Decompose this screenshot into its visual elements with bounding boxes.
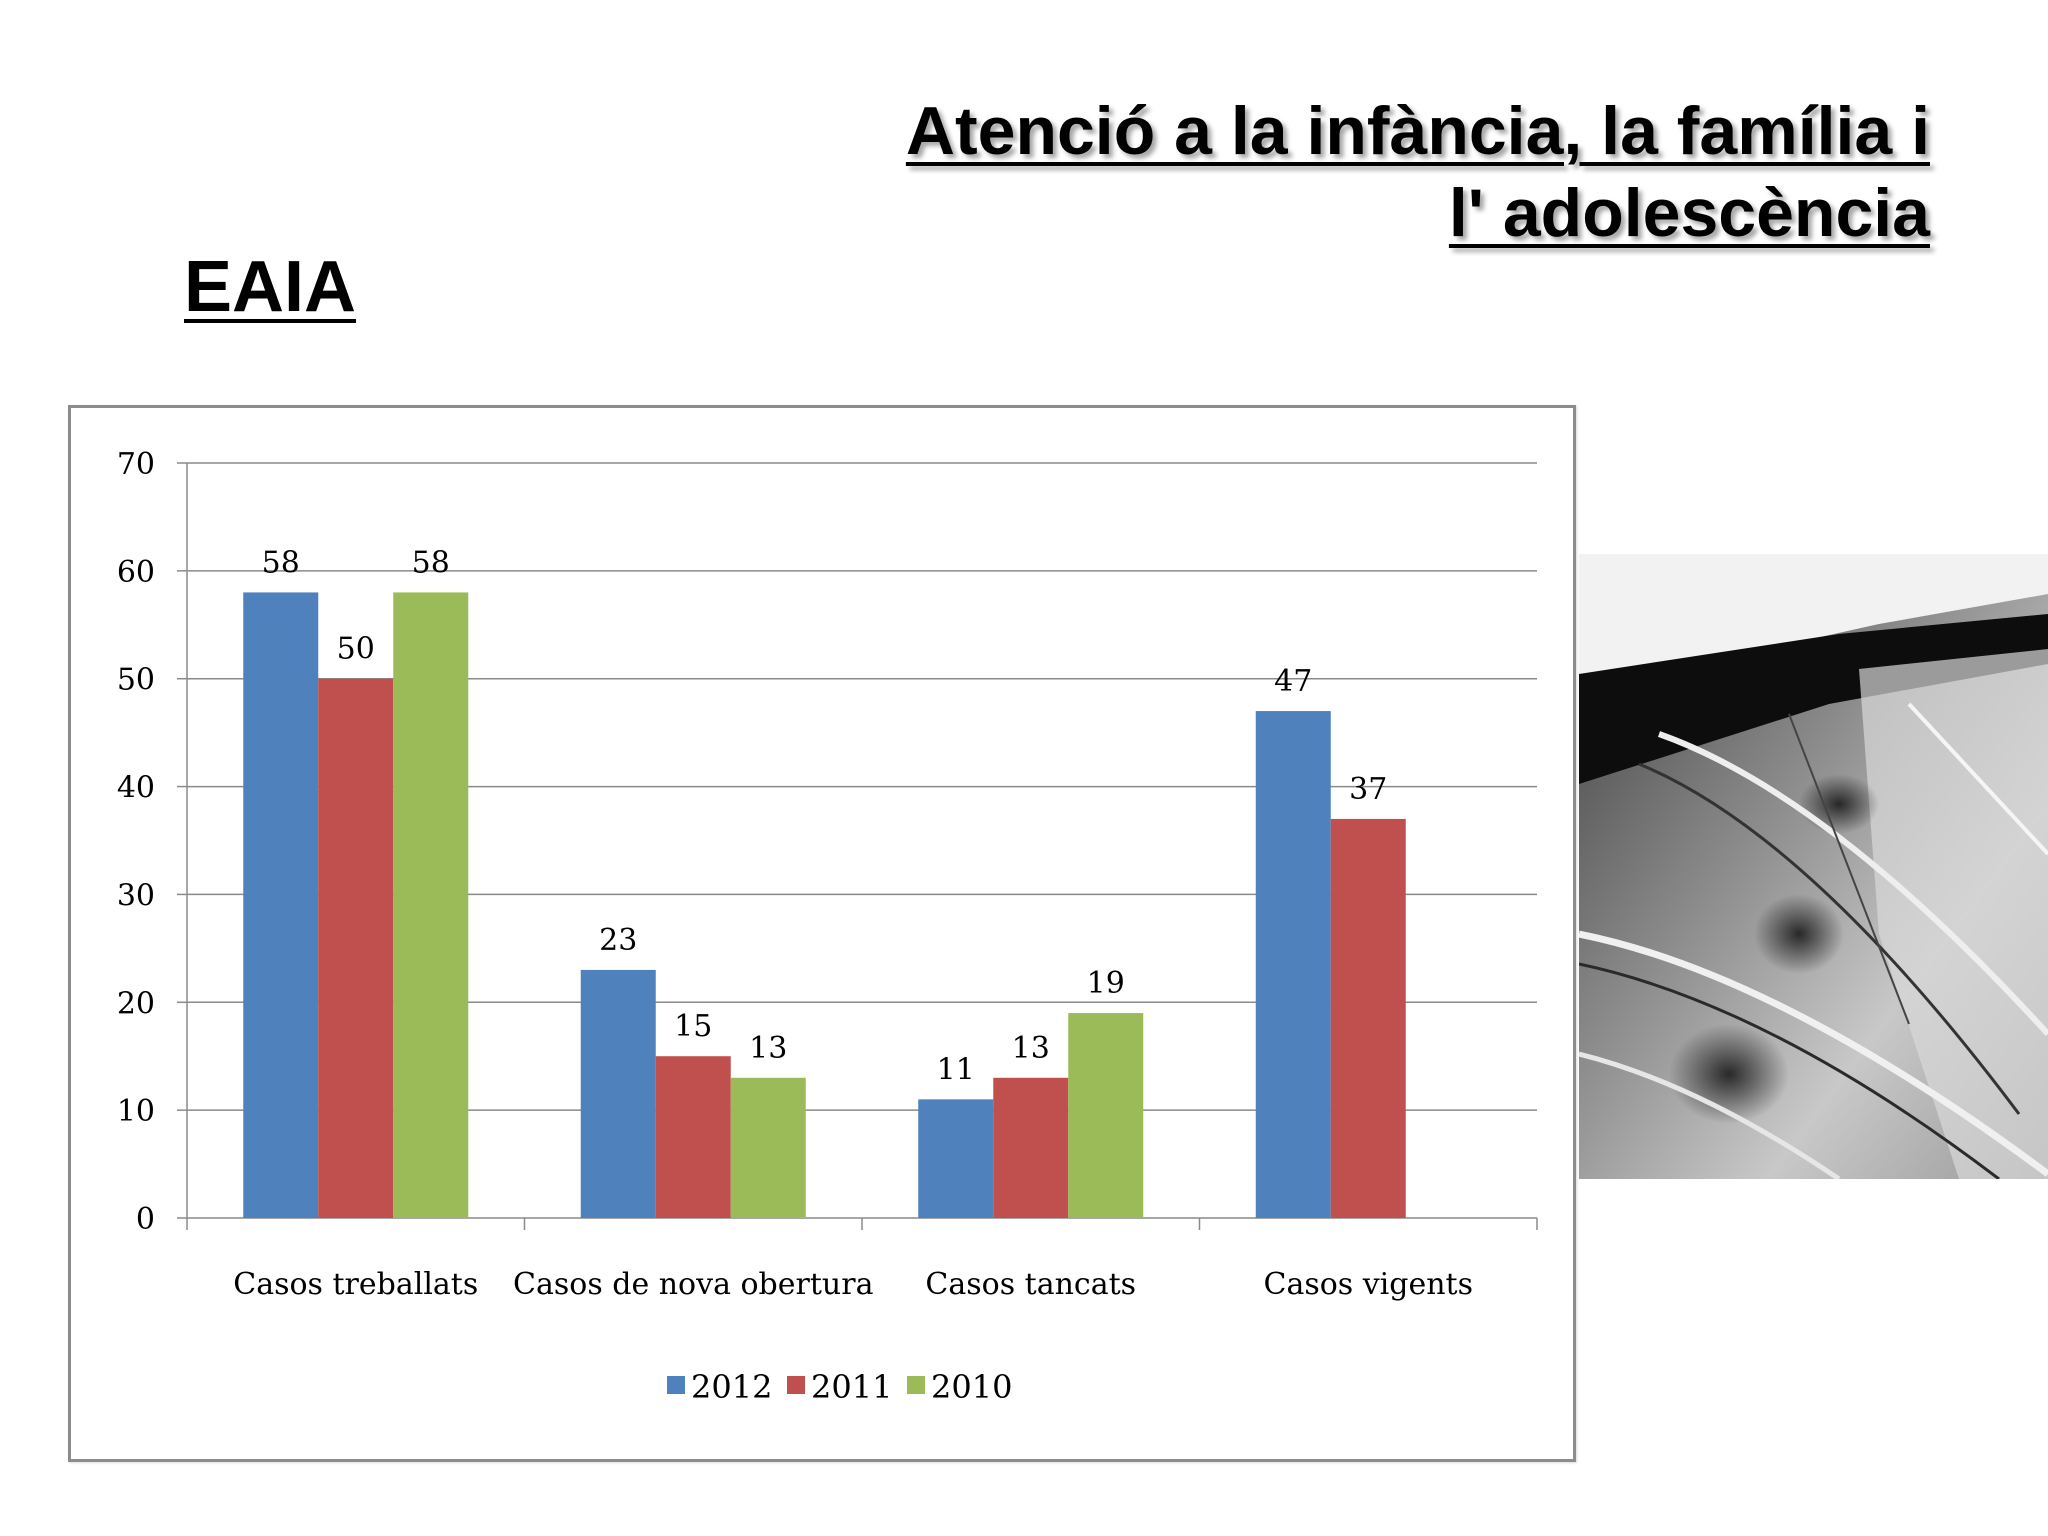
- slide-title-line-1: Atenció a la infància, la família i: [905, 93, 1930, 169]
- data-label: 23: [599, 923, 637, 958]
- bar: [1255, 711, 1331, 1218]
- data-label: 47: [1274, 664, 1312, 699]
- slide-subtitle: EAIA: [184, 247, 357, 327]
- slide-title: Atenció a la infància, la família i l' a…: [906, 90, 1930, 254]
- bar: [393, 592, 469, 1218]
- x-category-label: Casos de nova obertura: [513, 1267, 874, 1302]
- data-label: 13: [749, 1031, 787, 1066]
- bar: [918, 1099, 994, 1218]
- bar: [318, 678, 394, 1218]
- legend-swatch: [907, 1376, 925, 1394]
- bar: [1330, 818, 1406, 1218]
- x-category-label: Casos tancats: [925, 1267, 1136, 1302]
- bar: [580, 969, 656, 1218]
- y-tick-label: 50: [117, 663, 155, 698]
- broken-glass-photo: [1579, 554, 2048, 1179]
- legend-label: 2011: [811, 1368, 892, 1406]
- bar: [993, 1077, 1069, 1218]
- y-tick-label: 30: [117, 878, 155, 913]
- y-tick-label: 60: [117, 555, 155, 590]
- slide-title-line-2: l' adolescència: [1448, 175, 1930, 251]
- bar: [243, 592, 319, 1218]
- chart-frame: 0 10 20 30 40 50 60 70 58 50 58 Casos treballats 23 1…: [68, 405, 1576, 1462]
- data-label: 19: [1087, 966, 1125, 1001]
- x-category-label: Casos treballats: [233, 1267, 478, 1302]
- x-category-label: Casos vigents: [1263, 1267, 1473, 1302]
- y-tick-label: 20: [117, 986, 155, 1021]
- y-tick-label: 10: [117, 1094, 155, 1129]
- bar-chart: 0 10 20 30 40 50 60 70 58 50 58 Casos treballats 23 1…: [117, 447, 1538, 1406]
- data-label: 58: [262, 545, 300, 580]
- data-label: 58: [412, 545, 450, 580]
- y-tick-label: 40: [117, 771, 155, 806]
- data-label: 50: [337, 632, 375, 667]
- legend-label: 2010: [931, 1368, 1012, 1406]
- bar: [730, 1077, 806, 1218]
- bar: [655, 1056, 731, 1218]
- legend-swatch: [787, 1376, 805, 1394]
- legend-swatch: [667, 1376, 685, 1394]
- y-tick-label: 70: [117, 447, 155, 482]
- data-label: 37: [1349, 772, 1387, 807]
- legend-label: 2012: [691, 1368, 772, 1406]
- data-label: 11: [937, 1052, 975, 1087]
- data-label: 15: [674, 1009, 712, 1044]
- data-label: 13: [1012, 1031, 1050, 1066]
- bar: [1068, 1013, 1144, 1218]
- y-tick-label: 0: [136, 1202, 155, 1237]
